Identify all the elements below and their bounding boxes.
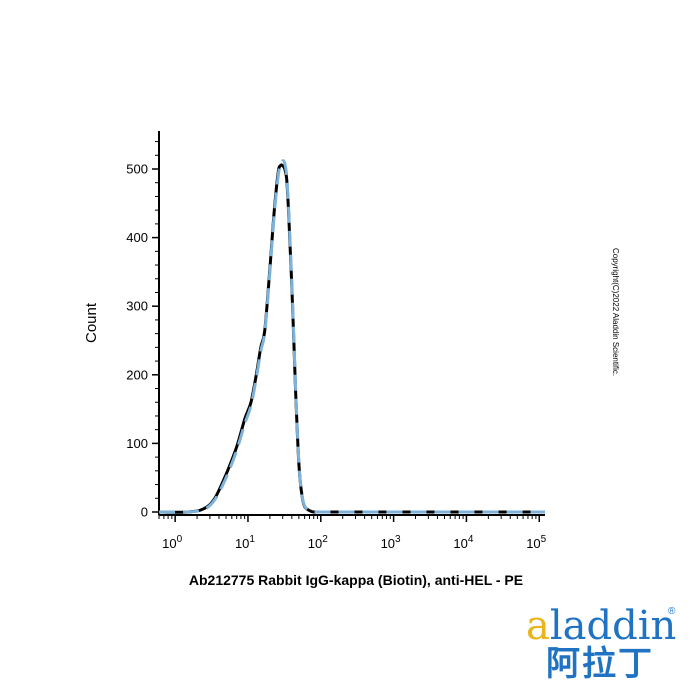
y-tick-label: 400 — [126, 230, 148, 245]
x-axis-label: Ab212775 Rabbit IgG-kappa (Biotin), anti… — [189, 572, 523, 588]
series-solid-line — [158, 163, 545, 514]
copyright-notice: Copyright(C)2022 Aladdin Scientific. — [611, 248, 630, 408]
x-tick-label: 101 — [235, 534, 255, 551]
logo-wordmark-a: a — [526, 603, 550, 649]
y-tick-label: 100 — [126, 436, 148, 451]
axes — [158, 131, 545, 516]
y-tick-label: 300 — [126, 299, 148, 314]
y-tick-label: 500 — [126, 162, 148, 177]
registered-mark: ® — [668, 606, 676, 617]
y-tick-label: 0 — [141, 505, 148, 520]
logo-wordmark: aladdin — [526, 604, 676, 648]
y-axis-label: Count — [83, 302, 100, 343]
series-lines — [158, 159, 545, 514]
aladdin-logo: aladdin ® 阿拉丁 — [526, 604, 678, 688]
x-tick-label: 103 — [381, 534, 401, 551]
x-axis-ticks: 100 101 102 103 104 105 — [158, 515, 547, 551]
logo-chinese-name: 阿拉丁 — [546, 644, 654, 684]
copyright-text: Copyright(C)2022 Aladdin Scientific. — [611, 248, 620, 377]
x-tick-label: 104 — [453, 534, 473, 551]
x-tick-label: 105 — [526, 534, 546, 551]
x-tick-label: 102 — [308, 534, 328, 551]
y-axis-ticks: 0 100 200 300 400 500 — [126, 141, 159, 520]
y-tick-label: 200 — [126, 367, 148, 382]
logo-wordmark-rest: laddin — [549, 603, 677, 649]
series-dashed-line — [158, 159, 545, 514]
x-tick-label: 100 — [162, 534, 182, 551]
